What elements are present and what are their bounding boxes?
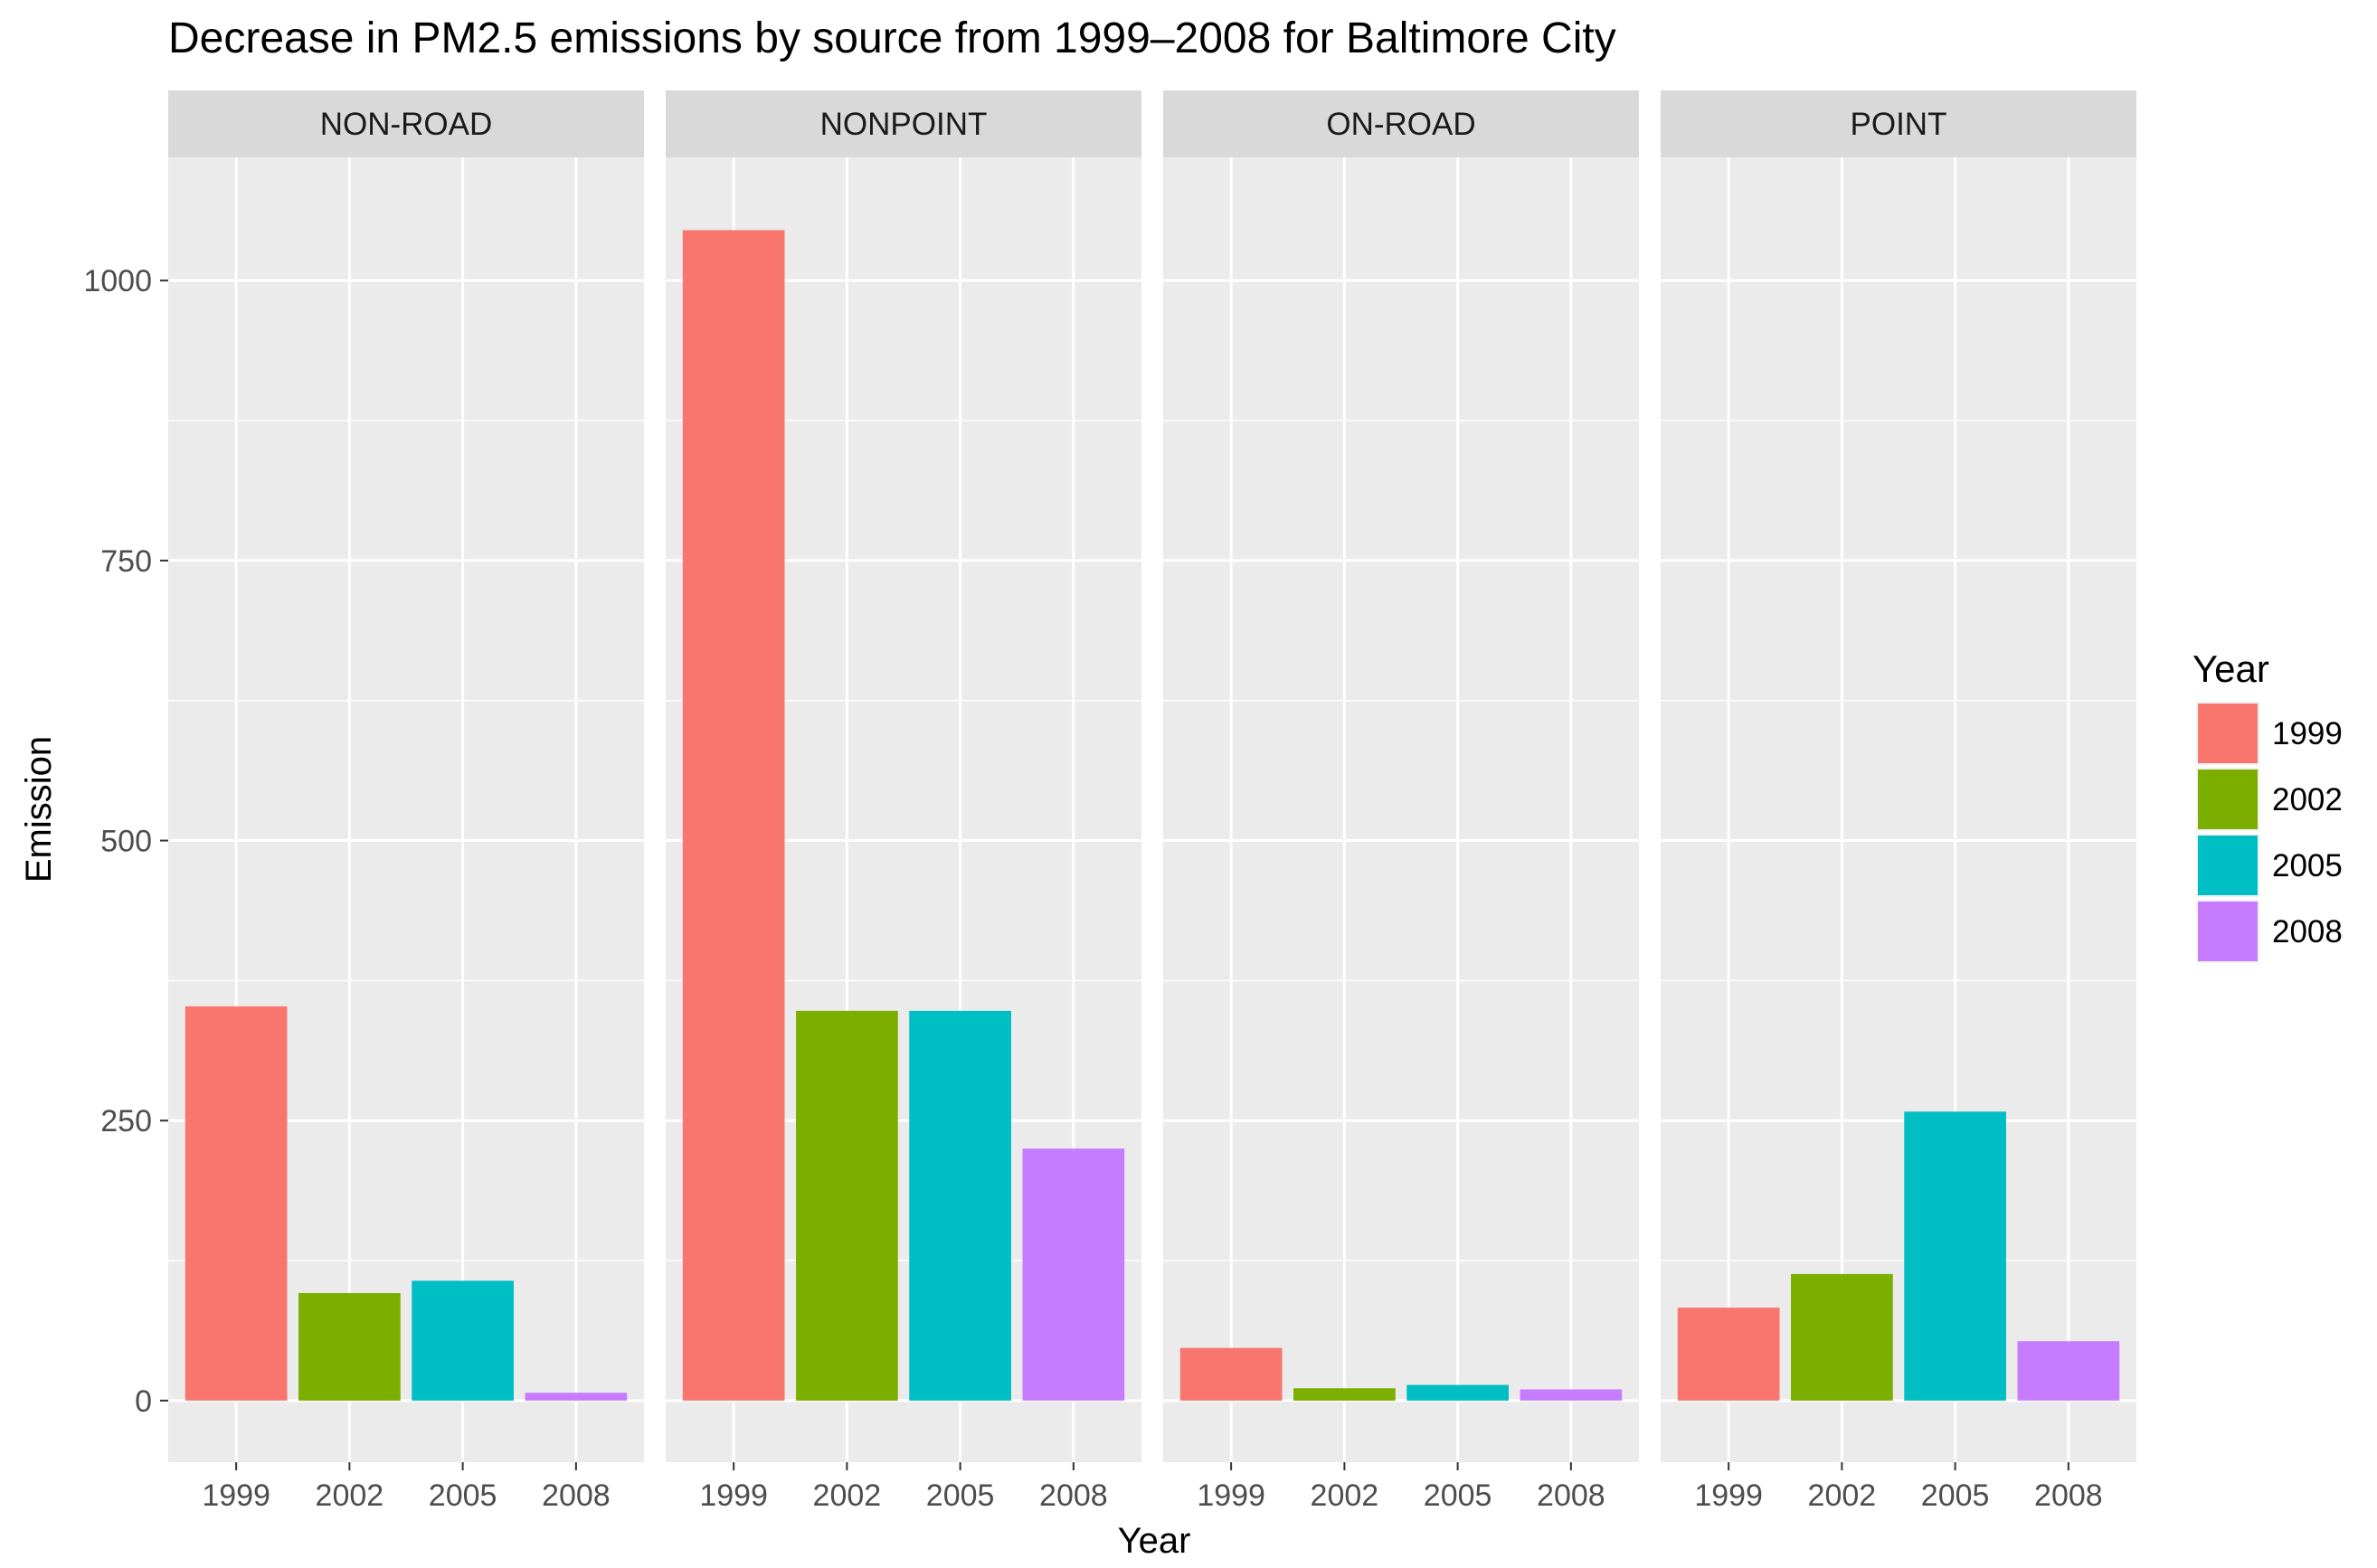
legend-swatch-1999 (2198, 704, 2258, 763)
bar-nonpoint-2008 (1022, 1148, 1125, 1401)
x-tick-label: 2005 (429, 1478, 497, 1513)
bar-non-road-1999 (185, 1006, 288, 1401)
legend-label: 1999 (2272, 716, 2343, 751)
legend-swatch-2002 (2198, 770, 2258, 829)
facet-strip (666, 90, 1141, 157)
bar-on-road-2005 (1406, 1384, 1509, 1401)
x-tick-label: 2002 (813, 1478, 882, 1513)
panel-background (1163, 157, 1639, 1462)
legend-title: Year (2192, 647, 2269, 690)
bar-point-1999 (1677, 1308, 1780, 1401)
bar-nonpoint-1999 (682, 230, 785, 1401)
legend-label: 2005 (2272, 848, 2343, 883)
legend-swatch-2008 (2198, 902, 2258, 961)
y-tick-label: 0 (135, 1384, 152, 1419)
x-tick-label: 2002 (316, 1478, 384, 1513)
x-tick-label: 1999 (699, 1478, 768, 1513)
facet-strip-label: NONPOINT (820, 107, 988, 142)
bar-nonpoint-2005 (909, 1010, 1011, 1401)
y-axis: 0 250 500 750 1000 (83, 264, 168, 1419)
x-tick-label: 2008 (1537, 1478, 1605, 1513)
x-tick-label: 2005 (1921, 1478, 1990, 1513)
facet-strip-label: POINT (1851, 107, 1947, 142)
facet-strip (1163, 90, 1639, 157)
bar-non-road-2008 (525, 1393, 628, 1401)
y-tick-label: 1000 (83, 264, 152, 298)
x-tick-label: 2002 (1808, 1478, 1877, 1513)
legend-label: 2008 (2272, 914, 2343, 949)
y-tick-label: 250 (100, 1104, 152, 1138)
bar-on-road-2002 (1293, 1388, 1396, 1401)
bar-on-road-2008 (1520, 1389, 1623, 1401)
x-tick-label: 2008 (542, 1478, 611, 1513)
facet-strip-label: NON-ROAD (320, 107, 493, 142)
facet-panel: ON-ROAD 1999 2002 2005 2008 (1163, 90, 1639, 1513)
x-tick-label: 1999 (202, 1478, 270, 1513)
x-tick-label: 2005 (1424, 1478, 1492, 1513)
y-axis-title: Emission (19, 736, 59, 883)
bar-nonpoint-2002 (796, 1010, 898, 1401)
x-tick-label: 2002 (1311, 1478, 1379, 1513)
bar-on-road-1999 (1179, 1347, 1283, 1401)
legend-swatch-2005 (2198, 836, 2258, 895)
facet-panel: NONPOINT 1999 2002 2005 2008 (666, 90, 1141, 1513)
facet-panel: POINT 1999 2002 2005 2008 (1661, 90, 2136, 1513)
panel-background (1661, 157, 2136, 1462)
x-tick-label: 2008 (1039, 1478, 1108, 1513)
chart-title: Decrease in PM2.5 emissions by source fr… (168, 14, 1616, 62)
bar-point-2008 (2017, 1341, 2120, 1401)
bar-non-road-2002 (298, 1292, 401, 1401)
facet-strip (1661, 90, 2136, 157)
legend-label: 2002 (2272, 782, 2343, 817)
x-tick-label: 2005 (926, 1478, 995, 1513)
x-tick-label: 1999 (1197, 1478, 1265, 1513)
bar-point-2002 (1791, 1273, 1893, 1401)
bar-point-2005 (1904, 1111, 2006, 1401)
x-axis-title: Year (1118, 1521, 1191, 1561)
x-tick-label: 2008 (2034, 1478, 2103, 1513)
facet-strip (168, 90, 644, 157)
bar-non-road-2005 (412, 1280, 514, 1401)
facet-panel: NON-ROAD 1999 2002 2005 2008 (168, 90, 644, 1513)
facets: NON-ROAD 1999 2002 2005 2008 NONPOINT 1999 2002… (168, 90, 2136, 1513)
y-tick-label: 750 (100, 544, 152, 579)
facet-strip-label: ON-ROAD (1326, 107, 1475, 142)
x-tick-label: 1999 (1694, 1478, 1763, 1513)
y-tick-label: 500 (100, 825, 152, 859)
